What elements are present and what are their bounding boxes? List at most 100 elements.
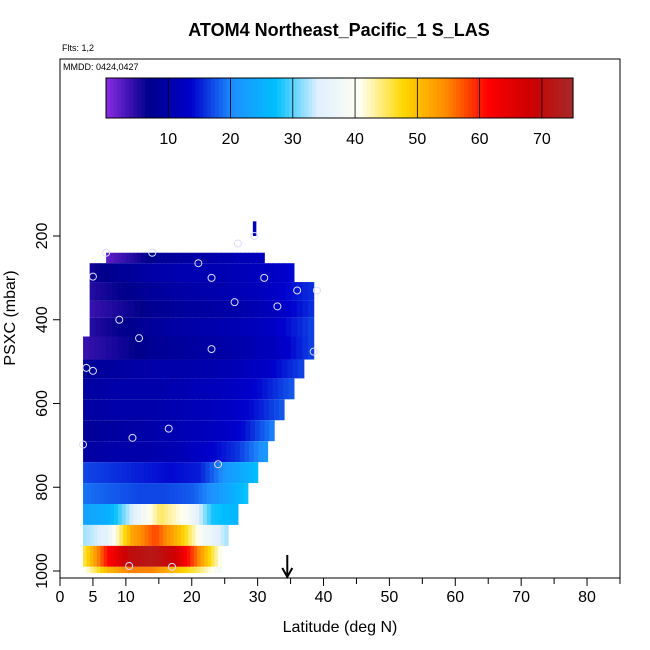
- colorbar-segment: [549, 78, 555, 118]
- colorbar-tick-label: 60: [471, 131, 489, 148]
- colorbar-segment: [479, 78, 485, 118]
- colorbar-tick-label: 70: [533, 131, 551, 148]
- heat-cell: [179, 462, 185, 484]
- heat-cell: [239, 441, 246, 463]
- colorbar-segment: [292, 78, 298, 118]
- heat-cell: [210, 483, 216, 504]
- sample-marker: [309, 347, 318, 356]
- colorbar-segment: [390, 78, 395, 118]
- heat-cell: [156, 317, 164, 337]
- heat-cell: [231, 483, 237, 504]
- heat-cell: [164, 420, 170, 442]
- heat-cell: [93, 399, 99, 421]
- heat-cell: [199, 524, 204, 546]
- heat-cell: [183, 462, 189, 484]
- heat-cell: [130, 524, 135, 546]
- heat-cell: [149, 420, 156, 442]
- heat-cell: [140, 300, 147, 318]
- colorbar: 10 20 30 40 50 60 70: [105, 77, 574, 148]
- colorbar-segment: [421, 78, 426, 118]
- colorbar-segment: [214, 78, 220, 118]
- heat-cell: [181, 263, 188, 283]
- heat-cell: [98, 399, 104, 421]
- colorbar-segment: [401, 78, 407, 118]
- heat-cell: [188, 420, 194, 442]
- heat-cell: [173, 420, 180, 442]
- heat-cell: [144, 504, 150, 525]
- heat-cell: [110, 545, 115, 567]
- heat-cell: [111, 420, 118, 442]
- sample-marker: [194, 259, 203, 268]
- heat-cell: [209, 359, 217, 379]
- heat-cell: [132, 483, 138, 504]
- heat-cell: [283, 378, 290, 400]
- heat-cell: [220, 252, 226, 264]
- heat-cell: [175, 504, 181, 525]
- heat-cell: [212, 441, 218, 463]
- heat-cell: [123, 336, 130, 360]
- colorbar-frame: [105, 77, 574, 119]
- heat-spike: [252, 221, 257, 236]
- heat-cell: [212, 282, 220, 301]
- heat-cell: [193, 252, 198, 264]
- heat-cell: [114, 566, 119, 574]
- heat-cell: [96, 566, 101, 574]
- heat-cell: [246, 317, 253, 337]
- colorbar-segment: [475, 78, 481, 118]
- heat-cell: [201, 317, 208, 337]
- heat-cell: [176, 545, 181, 567]
- heat-cell: [227, 483, 232, 504]
- heat-cell: [110, 566, 115, 574]
- heat-cell: [199, 378, 205, 400]
- heat-cell: [251, 378, 258, 400]
- heat-cell: [87, 462, 93, 484]
- heat-cell: [226, 420, 232, 442]
- heat-cell: [100, 545, 105, 567]
- heat-cell: [232, 252, 238, 264]
- heat-cell: [89, 263, 96, 283]
- heat-cell: [165, 462, 171, 484]
- heat-cell: [131, 462, 137, 484]
- sample-marker: [128, 433, 137, 442]
- heat-cell: [117, 252, 123, 264]
- heat-cell: [121, 420, 127, 442]
- heat-cell: [238, 399, 245, 421]
- heat-cell: [241, 378, 248, 400]
- heat-cell: [157, 336, 165, 360]
- heat-cell: [141, 524, 146, 546]
- heat-cell: [102, 504, 107, 525]
- heat-cell: [152, 441, 158, 463]
- colorbar-segment: [172, 78, 177, 118]
- heat-cell: [296, 336, 303, 360]
- heat-cell: [237, 263, 244, 283]
- heat-cell: [287, 359, 294, 379]
- heat-cell: [106, 441, 112, 463]
- heat-cell: [288, 378, 295, 400]
- heat-cell: [173, 282, 180, 301]
- heat-cell: [165, 252, 170, 264]
- heat-cell: [209, 524, 215, 546]
- heat-cell: [201, 263, 208, 283]
- colorbar-segment: [316, 78, 321, 118]
- chart-title: ATOM4 Northeast_Pacific_1 S_LAS: [188, 20, 489, 40]
- heat-cell: [123, 317, 130, 337]
- heat-cell: [89, 566, 95, 574]
- sample-marker: [230, 298, 239, 307]
- x-axis: 0 5 10 20 30 40 50 60 70 80: [56, 578, 621, 606]
- heat-cell: [214, 378, 221, 400]
- heat-cell: [236, 252, 242, 264]
- heat-cell: [83, 399, 89, 421]
- heat-cell: [117, 504, 123, 525]
- colorbar-segment: [382, 78, 387, 118]
- heat-cell: [157, 462, 163, 484]
- colorbar-segment: [553, 78, 559, 118]
- heat-cell: [121, 566, 126, 574]
- x-tick-label: 30: [249, 589, 267, 606]
- colorbar-segment: [561, 78, 566, 118]
- heat-cell: [114, 545, 119, 567]
- heat-cell: [179, 300, 186, 318]
- heat-cell: [128, 300, 136, 318]
- colorbar-segment: [464, 78, 469, 118]
- heat-cell: [101, 441, 107, 463]
- heat-cell: [145, 317, 152, 337]
